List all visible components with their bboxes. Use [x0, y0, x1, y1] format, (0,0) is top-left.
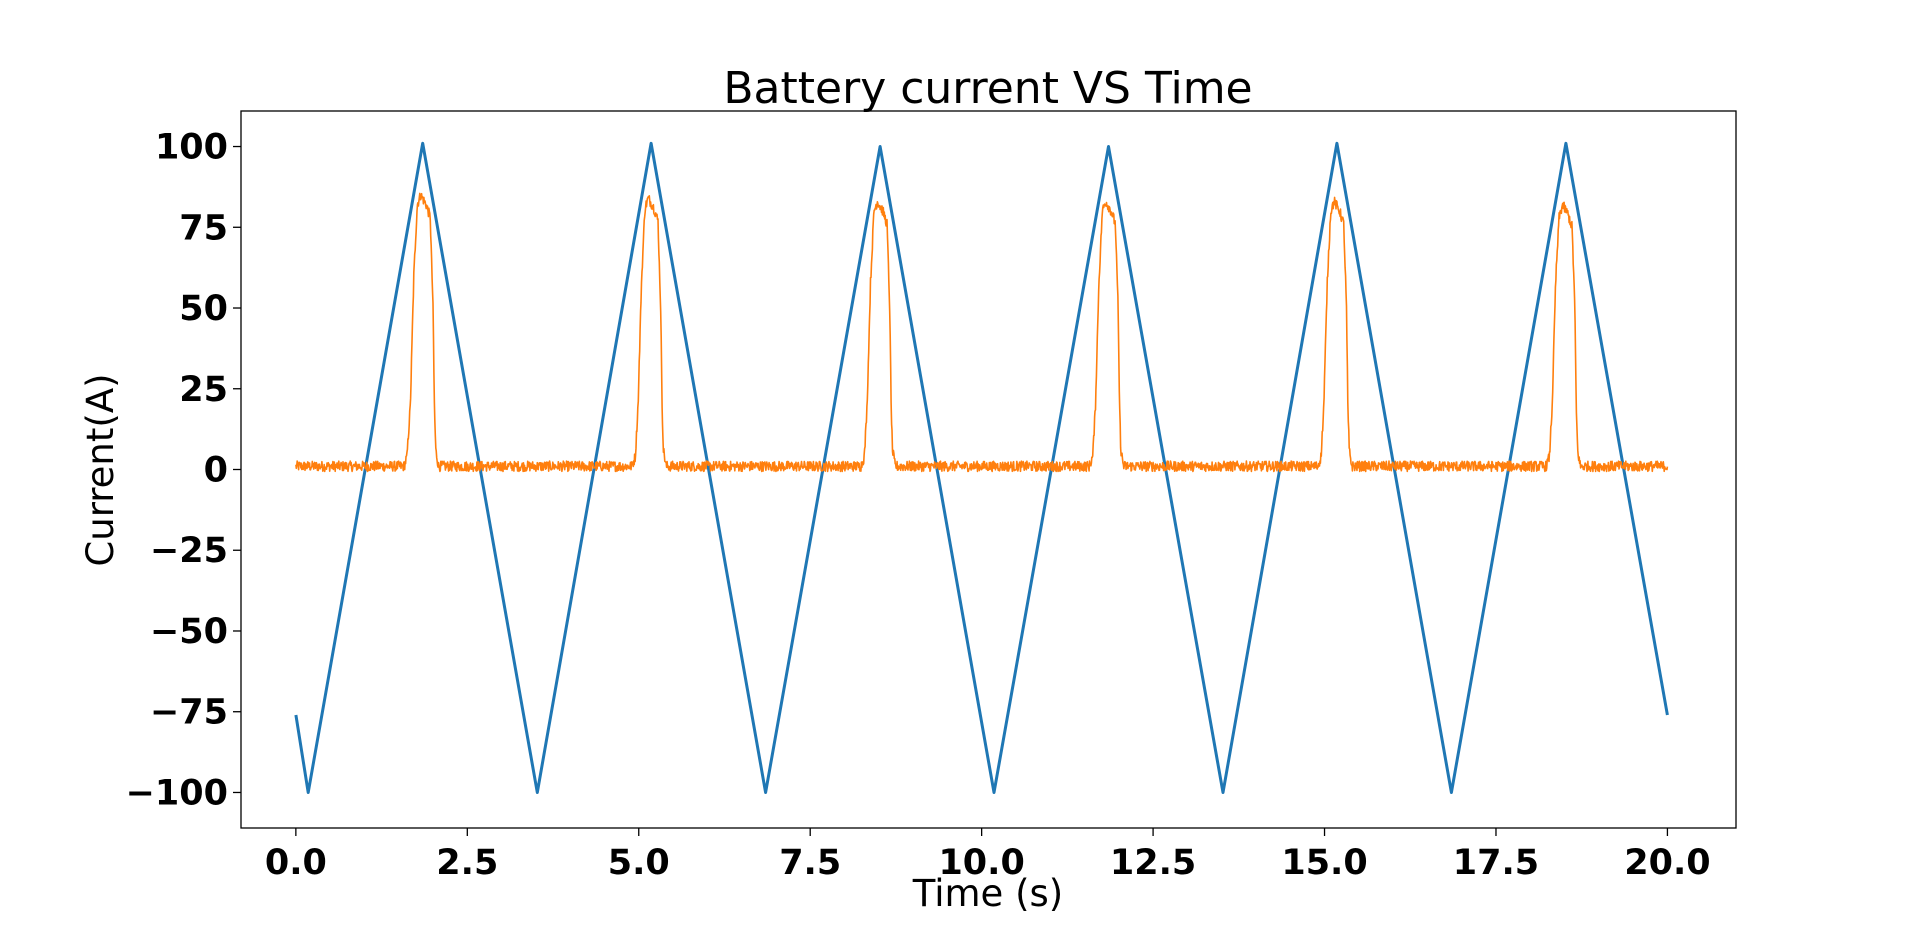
plot-area	[294, 141, 1669, 794]
y-tick-label: −100	[126, 773, 228, 813]
x-tick-label: 2.5	[436, 843, 498, 883]
plot-frame	[240, 110, 1737, 829]
y-tick-label: 0	[204, 451, 228, 491]
x-tick-label: 10.0	[938, 843, 1024, 883]
x-tick-label: 0.0	[265, 843, 327, 883]
x-axis-label: Time (s)	[912, 872, 1063, 915]
y-axis: 100 75 50 25 0 −25 −50 −75 −100	[126, 128, 241, 813]
y-tick-label: −25	[150, 531, 228, 571]
chart-title: Battery current VS Time	[723, 63, 1252, 114]
x-tick-label: 5.0	[608, 843, 670, 883]
x-tick-label: 17.5	[1453, 843, 1539, 883]
x-tick-label: 12.5	[1110, 843, 1196, 883]
x-tick-label: 20.0	[1624, 843, 1710, 883]
y-tick-label: 50	[179, 289, 228, 329]
y-tick-label: 25	[179, 370, 228, 410]
series-line-blue	[294, 141, 1669, 794]
y-tick-label: 75	[179, 208, 228, 248]
y-axis-label: Current(A)	[79, 373, 122, 566]
x-axis: 0.0 2.5 5.0 7.5 10.0 12.5 15.0 17.5 20.0	[265, 828, 1711, 883]
y-tick-label: −50	[150, 612, 228, 652]
x-tick-label: 7.5	[779, 843, 841, 883]
y-tick-label: −75	[150, 693, 228, 733]
series-line-orange	[295, 192, 1669, 473]
x-tick-label: 15.0	[1281, 843, 1367, 883]
y-tick-label: 100	[155, 128, 228, 168]
